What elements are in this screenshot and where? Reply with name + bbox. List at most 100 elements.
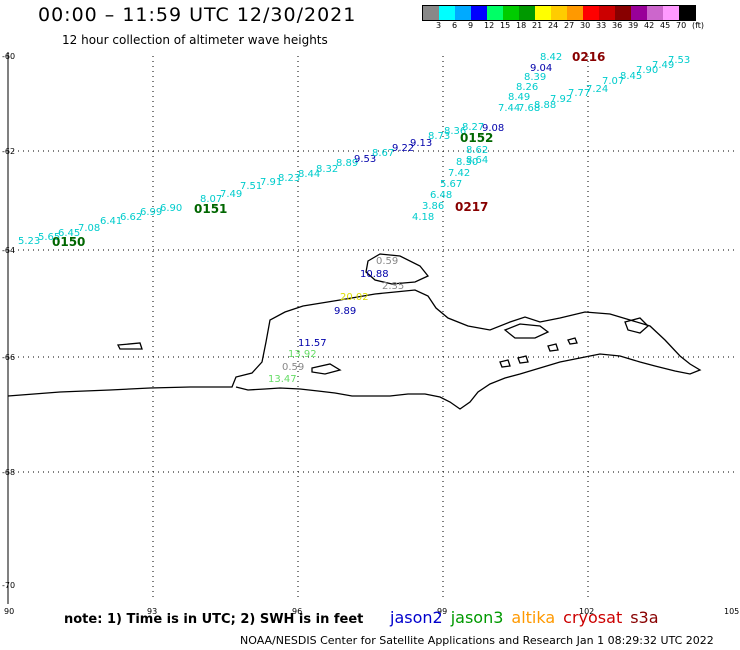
- lon-label-99: 99: [437, 607, 447, 616]
- legend-swatch: [439, 6, 455, 20]
- lat-label-62: -62: [2, 147, 15, 156]
- legend-swatch: [679, 6, 695, 20]
- wave-height-label: 7.42: [448, 168, 470, 179]
- legend-label: 3: [436, 21, 442, 30]
- lat-label-60: -60: [2, 52, 15, 61]
- satellite-name: jason2: [390, 608, 443, 627]
- wave-height-label: 20.02: [340, 292, 369, 303]
- units-note: note: 1) Time is in UTC; 2) SWH is in fe…: [64, 612, 364, 627]
- pass-time-label: 0151: [194, 202, 227, 216]
- legend-label: 36: [612, 21, 623, 30]
- wave-height-label: 8.42: [540, 52, 562, 63]
- lat-label-68: -68: [2, 468, 15, 477]
- wave-height-label: 5.67: [440, 179, 462, 190]
- wave-height-label: 0.59: [282, 362, 304, 373]
- legend-swatch: [519, 6, 535, 20]
- wave-height-label: 8.23: [278, 173, 300, 184]
- legend-swatch: [567, 6, 583, 20]
- legend-label: (ft): [692, 21, 705, 30]
- wave-height-label: 8.27: [462, 122, 484, 133]
- coastline-main: [7, 289, 702, 410]
- pass-time-label: 0150: [52, 235, 85, 249]
- wave-height-label: 7.44: [498, 103, 520, 114]
- lat-label-70: -70: [2, 581, 15, 590]
- footer-credit: NOAA/NESDIS Center for Satellite Applica…: [240, 634, 714, 647]
- wave-height-label: 7.08: [78, 223, 100, 234]
- lon-label-105: 105: [724, 607, 739, 616]
- wave-height-label: 9.53: [354, 154, 376, 165]
- legend-swatch: [423, 6, 439, 20]
- wave-height-color-legend: [422, 5, 696, 21]
- wave-height-label: 6.62: [120, 212, 142, 223]
- wave-height-label: 5.23: [18, 236, 40, 247]
- legend-swatch: [535, 6, 551, 20]
- map-subtitle: 12 hour collection of altimeter wave hei…: [62, 33, 328, 47]
- island-shelf-2: [517, 355, 529, 364]
- wave-height-label: 8.89: [336, 158, 358, 169]
- lat-label-64: -64: [2, 246, 15, 255]
- island-central-small: [311, 363, 342, 375]
- legend-swatch: [503, 6, 519, 20]
- legend-label: 24: [548, 21, 559, 30]
- island-shelf-3: [547, 343, 559, 352]
- island-shelf-4: [567, 337, 578, 345]
- legend-label: 70: [676, 21, 687, 30]
- legend-swatch: [599, 6, 615, 20]
- wave-height-label: 8.30: [456, 157, 478, 168]
- legend-label: 15: [500, 21, 511, 30]
- legend-label: 9: [468, 21, 474, 30]
- wave-height-label: 7.91: [260, 177, 282, 188]
- wave-height-label: 8.45: [620, 71, 642, 82]
- satellite-legend: jason2 jason3 altika cryosat s3a: [390, 608, 667, 627]
- wave-height-label: 6.99: [140, 207, 162, 218]
- satellite-name: jason3: [450, 608, 504, 627]
- wave-height-label: 8.62: [466, 145, 488, 156]
- wave-height-label: 2.35: [382, 281, 404, 292]
- legend-swatch: [647, 6, 663, 20]
- legend-swatch: [471, 6, 487, 20]
- wave-height-label: 7.49: [652, 60, 674, 71]
- wave-height-label: 8.26: [516, 82, 538, 93]
- legend-label: 18: [516, 21, 527, 30]
- legend-swatch: [551, 6, 567, 20]
- wave-height-label: 9.22: [392, 143, 414, 154]
- wave-height-label: 7.24: [586, 84, 608, 95]
- wave-height-label: 8.39: [524, 72, 546, 83]
- pass-time-label: 0216: [572, 50, 605, 64]
- wave-height-label: 7.51: [240, 181, 262, 192]
- lat-label-66: -66: [2, 353, 15, 362]
- legend-swatch: [455, 6, 471, 20]
- legend-label: 42: [644, 21, 655, 30]
- wave-height-label: 3.86: [422, 201, 444, 212]
- legend-label: 30: [580, 21, 591, 30]
- wave-height-label: 9.89: [334, 306, 356, 317]
- legend-label: 27: [564, 21, 575, 30]
- wave-height-label: 8.73: [428, 131, 450, 142]
- grid: [8, 56, 736, 600]
- wave-height-label: 7.92: [550, 94, 572, 105]
- pass-time-label: 0152: [460, 131, 493, 145]
- legend-label: 39: [628, 21, 639, 30]
- satellite-name: s3a: [630, 608, 659, 627]
- lon-label-102: 102: [579, 607, 594, 616]
- legend-swatch: [615, 6, 631, 20]
- legend-swatch: [583, 6, 599, 20]
- lon-label-96: 96: [292, 607, 302, 616]
- wave-height-label: 13.92: [288, 349, 317, 360]
- wave-height-label: 7.07: [602, 76, 624, 87]
- wave-height-label: 13.47: [268, 374, 297, 385]
- wave-height-label: 8.44: [298, 169, 320, 180]
- island-east: [503, 323, 550, 339]
- lon-label-93: 93: [147, 607, 157, 616]
- wave-height-label: 9.04: [530, 63, 552, 74]
- island-shelf-1: [499, 359, 511, 368]
- wave-height-label: 9.08: [482, 123, 504, 134]
- pass-time-label: 0217: [455, 200, 488, 214]
- map-title: 00:00 – 11:59 UTC 12/30/2021: [38, 4, 357, 26]
- legend-swatch: [631, 6, 647, 20]
- wave-height-label: 8.32: [316, 164, 338, 175]
- legend-label: 6: [452, 21, 458, 30]
- wave-height-label: 6.41: [100, 216, 122, 227]
- island-west-small: [116, 342, 143, 350]
- lon-label-90: 90: [4, 607, 14, 616]
